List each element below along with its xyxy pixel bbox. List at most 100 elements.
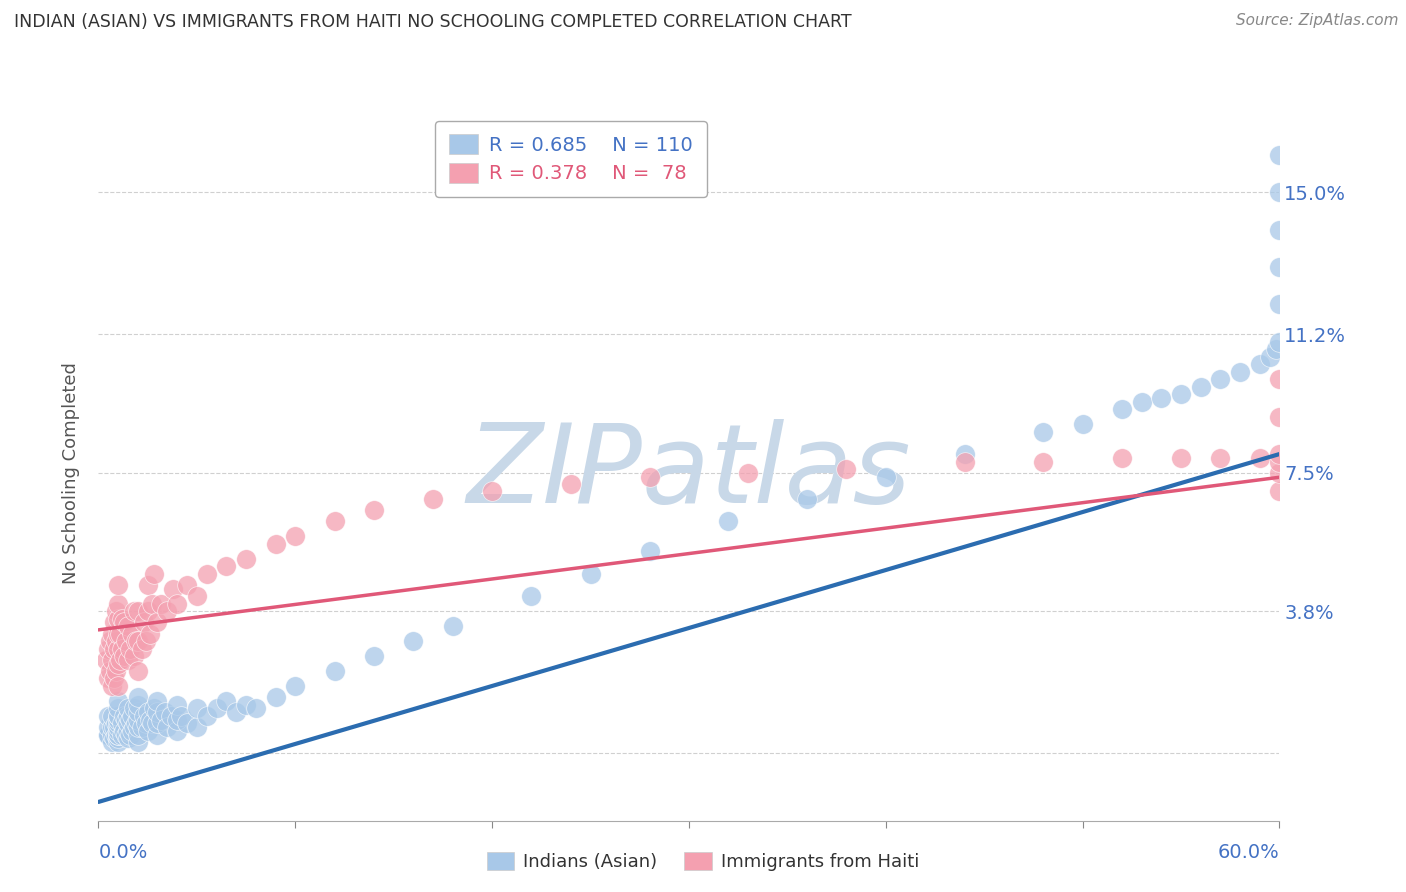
Point: [796, 491, 818, 506]
Point: [115, 634, 138, 648]
Text: 60.0%: 60.0%: [1218, 843, 1279, 862]
Point: [131, 641, 153, 656]
Point: [245, 701, 267, 715]
Point: [115, 728, 138, 742]
Point: [117, 731, 139, 746]
Point: [638, 469, 661, 483]
Point: [107, 679, 129, 693]
Point: [97, 728, 120, 742]
Point: [1268, 185, 1291, 199]
Point: [1229, 365, 1251, 379]
Point: [186, 589, 208, 603]
Point: [138, 626, 160, 640]
Point: [127, 690, 149, 705]
Point: [1170, 450, 1192, 465]
Point: [117, 653, 139, 667]
Point: [107, 612, 129, 626]
Point: [127, 735, 149, 749]
Point: [156, 720, 179, 734]
Point: [717, 515, 740, 529]
Point: [225, 705, 247, 719]
Point: [422, 491, 444, 506]
Point: [170, 709, 193, 723]
Point: [101, 626, 124, 640]
Point: [136, 604, 159, 618]
Point: [122, 648, 145, 663]
Point: [1268, 260, 1291, 274]
Point: [1268, 454, 1291, 468]
Point: [835, 462, 858, 476]
Point: [1268, 297, 1291, 311]
Point: [97, 709, 120, 723]
Point: [135, 634, 157, 648]
Point: [1189, 380, 1212, 394]
Point: [284, 529, 307, 543]
Point: [103, 672, 125, 686]
Point: [108, 653, 131, 667]
Point: [112, 615, 135, 630]
Point: [127, 728, 149, 742]
Point: [131, 720, 153, 734]
Point: [108, 626, 131, 640]
Point: [115, 713, 138, 727]
Point: [138, 713, 160, 727]
Point: [107, 728, 129, 742]
Point: [98, 664, 121, 678]
Point: [97, 728, 120, 742]
Point: [136, 723, 159, 738]
Point: [1111, 402, 1133, 417]
Text: ZIPatlas: ZIPatlas: [467, 419, 911, 526]
Point: [1264, 343, 1286, 357]
Point: [141, 716, 163, 731]
Point: [1268, 484, 1291, 499]
Point: [105, 716, 128, 731]
Point: [127, 720, 149, 734]
Point: [112, 723, 135, 738]
Point: [953, 454, 976, 468]
Point: [146, 694, 169, 708]
Point: [118, 728, 141, 742]
Point: [103, 720, 125, 734]
Point: [215, 694, 238, 708]
Point: [101, 679, 124, 693]
Point: [107, 709, 129, 723]
Point: [97, 720, 120, 734]
Point: [118, 641, 141, 656]
Point: [125, 716, 148, 731]
Point: [1268, 409, 1291, 424]
Point: [1130, 394, 1153, 409]
Point: [97, 641, 120, 656]
Point: [1071, 417, 1094, 431]
Point: [121, 723, 143, 738]
Point: [150, 713, 173, 727]
Point: [136, 578, 159, 592]
Point: [160, 709, 183, 723]
Point: [146, 615, 169, 630]
Legend: R = 0.685    N = 110, R = 0.378    N =  78: R = 0.685 N = 110, R = 0.378 N = 78: [434, 120, 707, 197]
Point: [103, 615, 125, 630]
Point: [1249, 357, 1271, 371]
Point: [107, 728, 129, 742]
Point: [441, 619, 464, 633]
Point: [107, 694, 129, 708]
Point: [103, 731, 125, 746]
Point: [96, 653, 118, 667]
Point: [136, 705, 159, 719]
Point: [101, 735, 124, 749]
Point: [1268, 447, 1291, 461]
Point: [107, 701, 129, 715]
Point: [150, 597, 173, 611]
Point: [142, 566, 165, 581]
Point: [117, 716, 139, 731]
Point: [166, 597, 188, 611]
Point: [111, 728, 134, 742]
Point: [107, 641, 129, 656]
Point: [101, 720, 124, 734]
Point: [142, 701, 165, 715]
Point: [117, 723, 139, 738]
Point: [127, 698, 149, 712]
Point: [186, 720, 208, 734]
Point: [117, 619, 139, 633]
Text: Source: ZipAtlas.com: Source: ZipAtlas.com: [1236, 13, 1399, 29]
Point: [264, 690, 287, 705]
